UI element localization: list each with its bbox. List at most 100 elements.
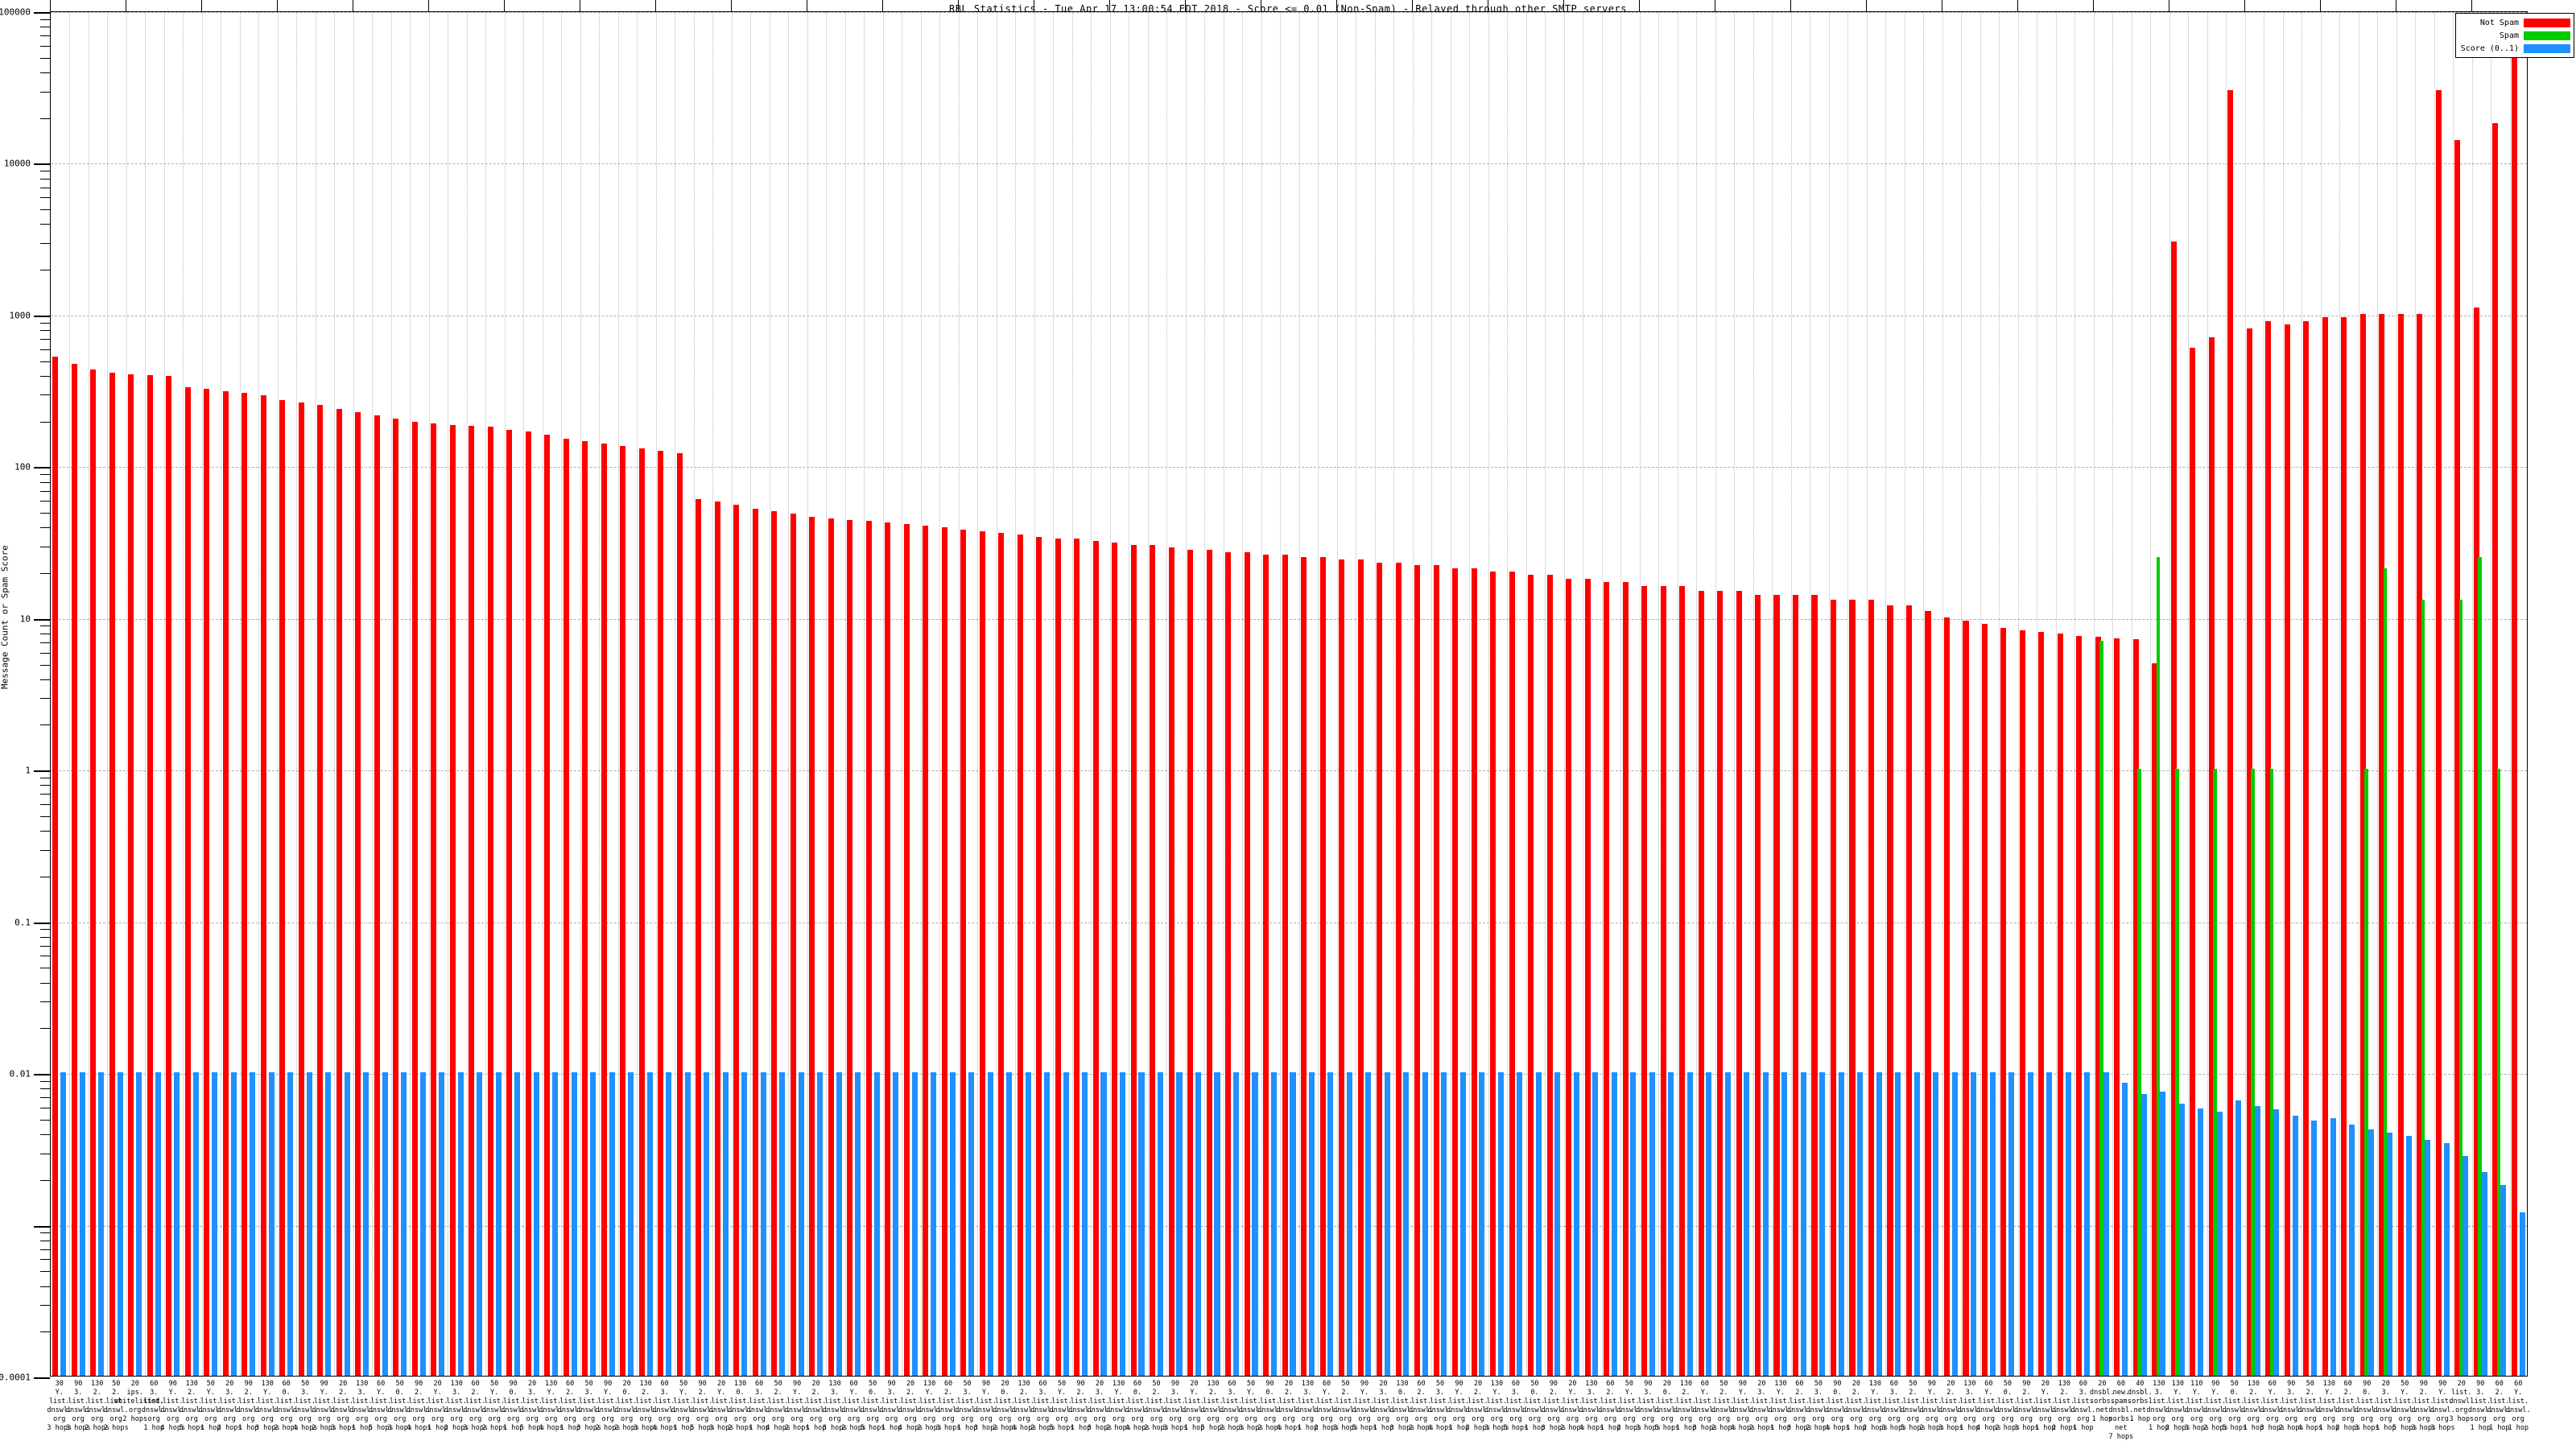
bar-group[interactable] [126,12,145,1376]
bar-not-spam[interactable] [2152,663,2158,1376]
bar-not-spam[interactable] [1528,575,1534,1376]
bar-score[interactable] [1403,1072,1410,1376]
bar-group[interactable] [2434,12,2453,1376]
bar-score[interactable] [1668,1072,1674,1376]
bar-group[interactable] [997,12,1015,1376]
bar-not-spam[interactable] [752,508,758,1376]
bar-score[interactable] [2008,1072,2015,1376]
bar-group[interactable] [296,12,315,1376]
bar-group[interactable] [1393,12,1412,1376]
bar-not-spam[interactable] [903,524,910,1376]
bar-not-spam[interactable] [1130,544,1137,1376]
bar-score[interactable] [1252,1072,1258,1376]
bar-score[interactable] [1479,1072,1485,1376]
bar-score[interactable] [79,1072,85,1376]
bar-group[interactable] [1620,12,1639,1376]
bar-score[interactable] [2216,1112,2223,1376]
bar-not-spam[interactable] [2284,324,2290,1376]
bar-not-spam[interactable] [1641,586,1648,1376]
bar-score[interactable] [684,1072,691,1376]
bar-not-spam[interactable] [960,529,967,1376]
bar-not-spam[interactable] [620,445,626,1376]
bar-not-spam[interactable] [2454,139,2461,1376]
bar-score[interactable] [1800,1072,1806,1376]
bar-score[interactable] [1214,1072,1220,1376]
bar-score[interactable] [2368,1129,2374,1376]
bar-not-spam[interactable] [1660,586,1666,1376]
bar-score[interactable] [268,1072,275,1376]
bar-score[interactable] [628,1072,634,1376]
bar-score[interactable] [2519,1212,2525,1376]
bar-not-spam[interactable] [431,423,437,1376]
bar-score[interactable] [2273,1109,2280,1376]
bar-score[interactable] [1989,1072,1996,1376]
bar-group[interactable] [1015,12,1034,1376]
bar-group[interactable] [1734,12,1752,1376]
bar-group[interactable] [637,12,655,1376]
bar-score[interactable] [873,1072,880,1376]
bar-group[interactable] [1923,12,1942,1376]
bar-score[interactable] [1063,1072,1069,1376]
bar-not-spam[interactable] [2132,638,2139,1376]
bar-score[interactable] [1535,1072,1542,1376]
bar-spam[interactable] [2175,769,2179,1376]
bar-group[interactable] [2169,12,2188,1376]
bar-group[interactable] [845,12,864,1376]
bar-group[interactable] [732,12,750,1376]
bar-group[interactable] [1810,12,1828,1376]
bar-not-spam[interactable] [90,369,97,1376]
bar-group[interactable] [902,12,920,1376]
bar-spam[interactable] [2458,600,2463,1376]
bar-score[interactable] [1195,1072,1202,1376]
bar-score[interactable] [136,1072,142,1376]
bar-group[interactable] [618,12,637,1376]
bar-score[interactable] [2122,1083,2128,1376]
bar-not-spam[interactable] [638,448,645,1376]
bar-not-spam[interactable] [1055,539,1061,1376]
bar-not-spam[interactable] [52,357,59,1376]
bar-group[interactable] [145,12,163,1376]
bar-score[interactable] [1044,1072,1051,1376]
bar-score[interactable] [2311,1121,2318,1376]
bar-group[interactable] [467,12,485,1376]
bar-score[interactable] [893,1072,899,1376]
bar-not-spam[interactable] [487,427,493,1376]
bar-score[interactable] [1119,1072,1126,1376]
bar-not-spam[interactable] [2511,56,2517,1376]
bar-group[interactable] [2037,12,2055,1376]
bar-group[interactable] [240,12,258,1376]
bar-group[interactable] [1678,12,1696,1376]
bar-score[interactable] [1270,1072,1277,1376]
bar-group[interactable] [2094,12,2112,1376]
bar-not-spam[interactable] [2341,317,2347,1376]
bar-score[interactable] [2065,1072,2071,1376]
bar-group[interactable] [921,12,939,1376]
bar-group[interactable] [1186,12,1204,1376]
bar-not-spam[interactable] [790,514,796,1376]
bar-group[interactable] [2264,12,2282,1376]
bar-group[interactable] [1110,12,1129,1376]
bar-score[interactable] [1781,1072,1788,1376]
bar-group[interactable] [221,12,239,1376]
bar-group[interactable] [712,12,731,1376]
bar-not-spam[interactable] [1925,610,1931,1376]
bar-score[interactable] [98,1072,105,1376]
bar-score[interactable] [2103,1072,2109,1376]
bar-not-spam[interactable] [1263,554,1269,1376]
bar-score[interactable] [477,1072,483,1376]
bar-group[interactable] [2150,12,2169,1376]
bar-group[interactable] [1431,12,1450,1376]
bar-score[interactable] [2481,1172,2487,1376]
bar-score[interactable] [2254,1105,2260,1376]
bar-group[interactable] [1715,12,1734,1376]
bar-not-spam[interactable] [1717,590,1724,1376]
bar-score[interactable] [1686,1072,1693,1376]
bar-not-spam[interactable] [1736,590,1742,1376]
bar-group[interactable] [2301,12,2320,1376]
bar-not-spam[interactable] [1773,595,1780,1376]
bar-group[interactable] [1772,12,1790,1376]
bar-group[interactable] [1337,12,1356,1376]
bar-score[interactable] [419,1072,426,1376]
bar-score[interactable] [1459,1072,1466,1376]
bar-group[interactable] [2226,12,2244,1376]
